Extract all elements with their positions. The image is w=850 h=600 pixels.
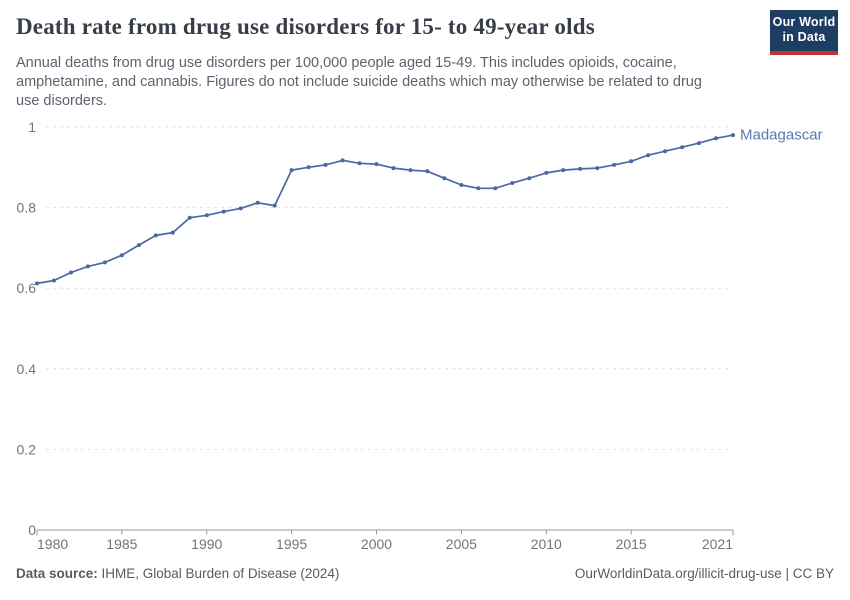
chart-canvas[interactable]: 0 0.2 0.4 0.6 0.8 1 1980 1985 1990 1995 2000 2005 20…: [0, 110, 850, 560]
data-point: [170, 230, 175, 235]
data-point: [323, 162, 328, 167]
data-point: [646, 153, 651, 158]
data-point: [340, 158, 345, 163]
data-point: [612, 162, 617, 167]
x-tick-label: 1995: [276, 536, 307, 552]
data-point: [391, 166, 396, 171]
data-point: [69, 270, 73, 275]
x-tick-label: 2005: [446, 536, 477, 552]
data-point: [187, 215, 192, 220]
data-point: [714, 136, 718, 141]
y-tick-label: 0.6: [17, 280, 37, 296]
data-source-value: IHME, Global Burden of Disease (2024): [97, 566, 340, 581]
chart-subtitle: Annual deaths from drug use disorders pe…: [16, 54, 702, 111]
owid-logo-text-line1: Our World: [772, 15, 836, 29]
data-point: [85, 264, 90, 269]
x-tick-label: 1985: [106, 536, 137, 552]
data-point: [493, 186, 498, 191]
owid-logo-text-line2: in Data: [782, 30, 826, 44]
data-point: [238, 206, 243, 211]
data-point: [510, 181, 515, 185]
data-point: [697, 141, 701, 146]
data-point: [680, 145, 685, 150]
series-label-madagascar[interactable]: Madagascar: [740, 127, 823, 144]
x-tick-label: 2000: [361, 536, 392, 552]
data-point: [663, 149, 668, 154]
data-source-label: Data source:: [16, 566, 98, 581]
data-point: [425, 169, 430, 174]
data-point: [629, 159, 634, 164]
data-point: [255, 200, 260, 205]
x-tick-label: 2015: [616, 536, 647, 552]
data-point: [153, 233, 158, 238]
x-tick-label: 1990: [191, 536, 222, 552]
subtitle-line: use disorders.: [16, 93, 108, 109]
data-point: [357, 161, 362, 166]
data-point: [731, 133, 735, 138]
data-point: [442, 176, 447, 181]
data-point: [374, 162, 379, 167]
data-point: [52, 278, 56, 283]
data-point: [408, 168, 413, 173]
data-point: [102, 260, 107, 265]
data-point: [272, 203, 277, 208]
subtitle-line: amphetamine, and cannabis. Figures do no…: [16, 74, 702, 90]
data-point: [119, 253, 124, 258]
data-source-text: Data source: IHME, Global Burden of Dise…: [16, 566, 339, 581]
y-tick-label: 0.2: [17, 441, 37, 457]
footer-credit-link[interactable]: OurWorldinData.org/illicit-drug-use | CC…: [574, 566, 834, 581]
data-point: [289, 168, 294, 173]
data-point: [221, 209, 226, 214]
data-point: [476, 186, 481, 191]
data-point: [561, 168, 566, 173]
data-point: [527, 176, 532, 181]
x-tick-label: 2010: [531, 536, 562, 552]
owid-logo: Our World in Data: [770, 10, 838, 55]
x-tick-label: 2021: [702, 536, 733, 552]
data-point: [595, 166, 600, 171]
data-point: [544, 170, 549, 175]
data-point: [459, 183, 464, 187]
y-tick-label: 0.8: [17, 200, 37, 216]
chart-title: Death rate from drug use disorders for 1…: [16, 14, 595, 39]
y-tick-label: 1: [28, 119, 36, 135]
data-point: [204, 213, 209, 218]
x-tick-label: 1980: [37, 536, 68, 552]
data-point: [306, 165, 311, 170]
data-point: [136, 243, 141, 248]
y-tick-label: 0: [28, 522, 36, 538]
data-point: [35, 281, 39, 286]
trend-line: [36, 134, 734, 285]
y-tick-label: 0.4: [17, 361, 37, 377]
data-point: [578, 166, 583, 171]
chart-footer: Data source: IHME, Global Burden of Dise…: [16, 566, 834, 581]
subtitle-line: Annual deaths from drug use disorders pe…: [16, 55, 677, 71]
